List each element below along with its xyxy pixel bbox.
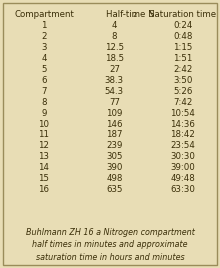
Text: 1:15: 1:15 [173,43,192,52]
Text: 5: 5 [41,65,47,74]
Text: 305: 305 [106,152,123,161]
Text: Buhlmann ZH 16 a Nitrogen compartment
half times in minutes and approximate
satu: Buhlmann ZH 16 a Nitrogen compartment ha… [26,228,194,262]
Text: 146: 146 [106,120,123,129]
Text: 10: 10 [38,120,50,129]
Text: Saturation time: Saturation time [149,10,216,19]
Text: 2: 2 [133,12,137,18]
Text: 54.3: 54.3 [105,87,124,96]
Text: 12: 12 [38,142,50,150]
Text: 2: 2 [41,32,47,41]
Text: 9: 9 [41,109,47,118]
Text: 0:24: 0:24 [173,21,192,30]
Text: 239: 239 [106,142,123,150]
Text: 7:42: 7:42 [173,98,192,107]
Text: 39:00: 39:00 [170,163,195,172]
Text: 13: 13 [38,152,50,161]
Text: 6: 6 [41,76,47,85]
Text: 3: 3 [41,43,47,52]
Text: 2:42: 2:42 [173,65,192,74]
Text: 16: 16 [38,185,50,194]
Text: 498: 498 [106,174,123,183]
FancyBboxPatch shape [3,3,217,265]
Text: 3:50: 3:50 [173,76,192,85]
Text: 187: 187 [106,131,123,139]
Text: 109: 109 [106,109,123,118]
Text: 4: 4 [112,21,117,30]
Text: 30:30: 30:30 [170,152,195,161]
Text: 8: 8 [41,98,47,107]
Text: 12.5: 12.5 [105,43,124,52]
Text: 18.5: 18.5 [105,54,124,63]
Text: Half-time N: Half-time N [106,10,154,19]
Text: 11: 11 [38,131,50,139]
Text: 15: 15 [38,174,50,183]
Text: 635: 635 [106,185,123,194]
Text: 1: 1 [41,21,47,30]
Text: 27: 27 [109,65,120,74]
Text: Compartment: Compartment [14,10,74,19]
Text: 10:54: 10:54 [170,109,195,118]
Text: 5:26: 5:26 [173,87,192,96]
Text: 4: 4 [41,54,47,63]
Text: 0:48: 0:48 [173,32,192,41]
Text: 7: 7 [41,87,47,96]
Text: 63:30: 63:30 [170,185,195,194]
Text: 390: 390 [106,163,123,172]
Text: 77: 77 [109,98,120,107]
Text: 14:36: 14:36 [170,120,195,129]
Text: 49:48: 49:48 [170,174,195,183]
Text: 38.3: 38.3 [105,76,124,85]
Text: 18:42: 18:42 [170,131,195,139]
Text: 1:51: 1:51 [173,54,192,63]
Text: 8: 8 [112,32,117,41]
Text: 23:54: 23:54 [170,142,195,150]
Text: 14: 14 [38,163,50,172]
